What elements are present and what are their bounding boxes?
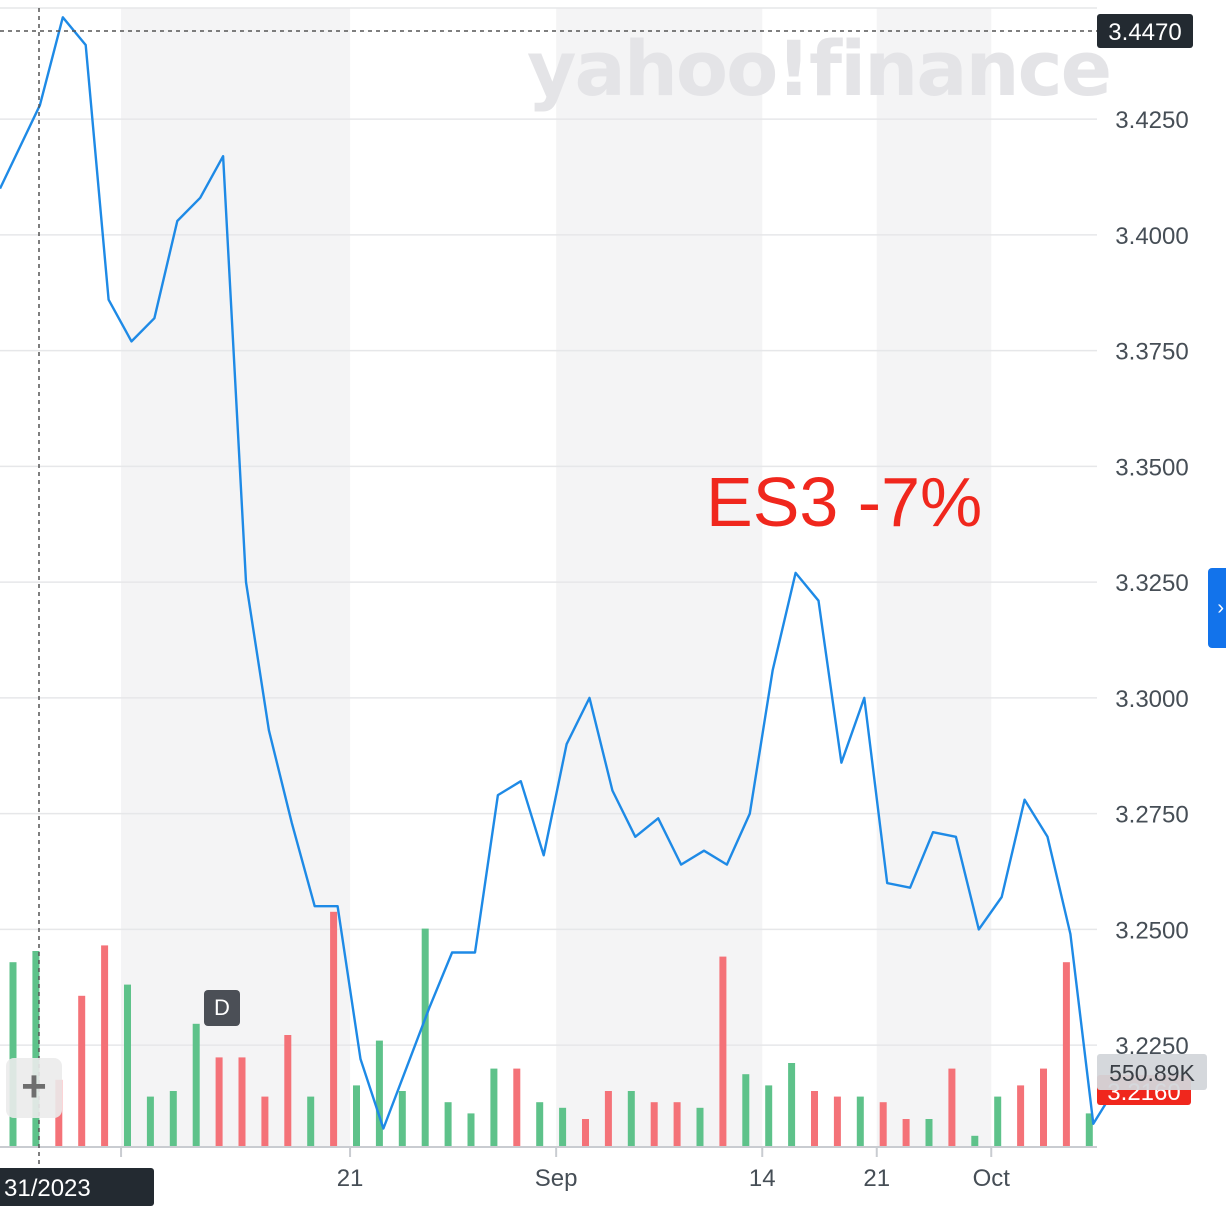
volume-bar	[536, 1102, 544, 1147]
volume-bar	[1040, 1068, 1047, 1147]
y-tick-label: 3.2500	[1115, 917, 1188, 944]
crosshair-date-tag: 31/2023	[0, 1168, 154, 1206]
volume-bar	[994, 1096, 1002, 1147]
x-tick-label: 14	[749, 1165, 776, 1192]
period-band	[876, 8, 992, 1147]
volume-bar	[169, 1091, 177, 1147]
volume-bar	[1085, 1113, 1093, 1147]
volume-bar	[948, 1068, 956, 1147]
volume-bar	[650, 1102, 658, 1147]
crosshair	[0, 8, 1097, 1170]
volume-bar	[971, 1135, 979, 1147]
dividend-marker[interactable]: D	[204, 990, 240, 1026]
y-tick-label: 3.3500	[1115, 454, 1188, 481]
crosshair-price-label: 3.4470	[1108, 19, 1181, 46]
y-tick-label: 3.3750	[1115, 339, 1188, 366]
side-panel-toggle[interactable]: ›	[1208, 568, 1226, 648]
volume-bar	[124, 984, 131, 1147]
volume-bar	[719, 956, 727, 1147]
volume-bar	[856, 1096, 864, 1147]
volume-bar	[192, 1023, 200, 1147]
volume-bar	[330, 911, 338, 1147]
x-tick-label: Oct	[973, 1165, 1011, 1192]
volume-bar	[582, 1119, 589, 1147]
volume-bar	[513, 1068, 521, 1147]
y-tick-label: 3.3250	[1115, 570, 1188, 597]
volume-bar	[9, 962, 17, 1147]
volume-bar	[78, 995, 86, 1147]
crosshair-price-tag: 3.4470	[1097, 14, 1193, 48]
volume-bar	[215, 1057, 223, 1147]
zoom-button[interactable]: +	[6, 1058, 62, 1118]
x-tick-label: 21	[863, 1165, 890, 1192]
x-tick-label: 21	[337, 1165, 364, 1192]
price-series-line	[0, 16, 1118, 1130]
volume-bar	[833, 1096, 841, 1147]
volume-bar	[353, 1085, 360, 1147]
volume-bar	[398, 1091, 406, 1147]
volume-bar	[444, 1102, 452, 1147]
volume-bar	[238, 1057, 246, 1147]
volume-bar	[673, 1102, 681, 1147]
volume-bar	[742, 1074, 750, 1147]
volume-bar	[101, 945, 109, 1147]
volume-bar	[1062, 962, 1070, 1147]
volume-bar	[1017, 1085, 1025, 1147]
volume-bar	[146, 1096, 154, 1147]
period-band	[121, 8, 351, 1147]
current-volume-label: 550.89K	[1109, 1060, 1195, 1086]
current-volume-tag: 550.89K	[1097, 1054, 1207, 1090]
plus-icon: +	[21, 1062, 47, 1111]
volume-bar	[375, 1040, 383, 1147]
y-tick-label: 3.4000	[1115, 223, 1188, 250]
volume-bar	[902, 1119, 910, 1147]
crosshair-date-label: 31/2023	[4, 1175, 91, 1202]
volume-bar	[559, 1107, 567, 1147]
volume-bar	[467, 1113, 475, 1147]
chevron-right-icon: ›	[1217, 597, 1224, 619]
y-tick-label: 3.4250	[1115, 107, 1188, 134]
volume-bar	[696, 1107, 704, 1147]
volume-bar	[811, 1091, 818, 1147]
volume-bar	[765, 1085, 773, 1147]
volume-bar	[261, 1096, 269, 1147]
volume-bar	[627, 1091, 635, 1147]
volume-bar	[32, 951, 40, 1147]
volume-bar	[284, 1035, 292, 1147]
volume-bar	[788, 1063, 796, 1147]
period-band	[556, 8, 763, 1147]
volume-bar	[307, 1096, 315, 1147]
volume-bar	[879, 1102, 887, 1147]
volume-bar	[925, 1119, 933, 1147]
y-tick-label: 3.2750	[1115, 802, 1188, 829]
yahoo-finance-watermark: yahoo!finance	[527, 24, 1110, 113]
volume-bar	[490, 1068, 498, 1147]
y-tick-label: 3.3000	[1115, 686, 1188, 713]
x-tick-label: Sep	[535, 1165, 578, 1192]
volume-bar	[421, 928, 429, 1147]
annotation-text: ES3 -7%	[706, 463, 982, 541]
volume-bar	[604, 1091, 612, 1147]
